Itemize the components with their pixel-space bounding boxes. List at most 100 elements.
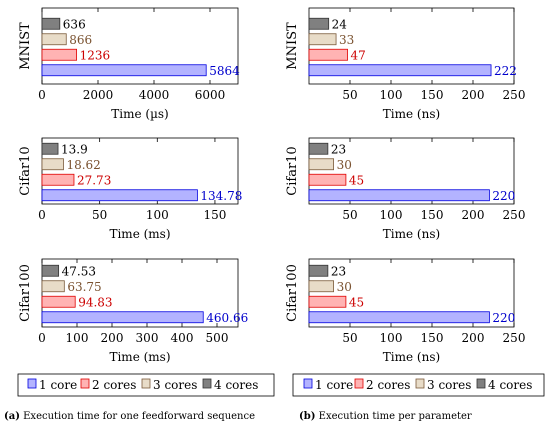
legend-swatch-4-cores bbox=[476, 378, 486, 389]
x-tick-label: 250 bbox=[503, 208, 526, 222]
x-tick-label: 150 bbox=[421, 331, 444, 345]
x-tick-label: 100 bbox=[146, 208, 169, 222]
x-tick-label: 50 bbox=[342, 208, 357, 222]
plot-frame bbox=[308, 7, 515, 85]
bar-3-cores bbox=[308, 280, 335, 293]
bar-1-core bbox=[308, 311, 490, 324]
bar-4-cores bbox=[308, 142, 329, 155]
x-tick-label: 100 bbox=[380, 208, 403, 222]
bar-2-cores bbox=[308, 295, 347, 308]
chart-panel-a-cifar10: 0 50 100 150 Time (ms) Cifar10 134.78 27.7318.6… bbox=[18, 137, 242, 241]
y-axis-label: Cifar10 bbox=[285, 146, 300, 195]
bar-3-cores bbox=[308, 33, 337, 46]
x-tick-label: 200 bbox=[462, 88, 485, 102]
bar-3-cores bbox=[41, 33, 67, 46]
legend-label-1-core: 1 core bbox=[39, 378, 77, 392]
plot-frame bbox=[308, 258, 515, 328]
x-axis-label: Time (ns) bbox=[383, 350, 440, 364]
x-tick-label: 500 bbox=[206, 331, 229, 345]
data-label-3-cores: 30 bbox=[337, 158, 352, 172]
legend-label-4-cores: 4 cores bbox=[488, 378, 532, 392]
bar-3-cores bbox=[41, 158, 64, 171]
data-label-2-cores: 1236 bbox=[80, 48, 111, 62]
plot-frame bbox=[308, 137, 515, 205]
data-label-4-cores: 24 bbox=[332, 17, 348, 31]
bar-4-cores bbox=[308, 17, 330, 30]
data-label-4-cores: 636 bbox=[63, 17, 86, 31]
x-tick-label: 100 bbox=[66, 331, 89, 345]
bar-2-cores bbox=[308, 173, 347, 186]
bar-4-cores bbox=[308, 264, 329, 277]
legend-swatch-2-cores bbox=[354, 378, 364, 389]
data-label-4-cores: 23 bbox=[331, 142, 346, 156]
bar-1-core bbox=[41, 311, 204, 324]
data-label-2-cores: 47 bbox=[351, 48, 366, 62]
plot-frame bbox=[41, 7, 239, 85]
caption-b: (b) Execution time per parameter bbox=[299, 411, 472, 422]
legend-label-2-cores: 2 cores bbox=[366, 378, 410, 392]
chart-panel-a-cifar100: 0 100 200 300 400 500 Time (ms) Cifar100 460.66 9… bbox=[18, 258, 248, 364]
bar-1-core bbox=[41, 189, 198, 202]
bar-2-cores bbox=[41, 48, 78, 61]
data-label-3-cores: 33 bbox=[339, 33, 354, 47]
caption-b-text: Execution time per parameter bbox=[315, 411, 472, 422]
x-tick-label: 250 bbox=[503, 88, 526, 102]
bar-1-core bbox=[308, 64, 492, 77]
x-tick-label: 50 bbox=[342, 331, 357, 345]
legend-label-3-cores: 3 cores bbox=[153, 378, 197, 392]
caption-a-tag: (a) bbox=[4, 411, 20, 422]
x-tick-label: 150 bbox=[203, 208, 226, 222]
x-tick-label: 400 bbox=[171, 331, 194, 345]
bar-1-core bbox=[41, 64, 207, 77]
data-label-1-core: 220 bbox=[492, 311, 515, 325]
x-tick-label: 250 bbox=[503, 331, 526, 345]
x-axis-label: Time (ms) bbox=[109, 227, 170, 241]
bar-4-cores bbox=[41, 17, 61, 30]
x-axis-label: Time (ms) bbox=[109, 350, 170, 364]
x-tick-label: 200 bbox=[462, 208, 485, 222]
data-label-1-core: 460.66 bbox=[206, 311, 248, 325]
bar-1-core bbox=[308, 189, 490, 202]
legend-swatch-3-cores bbox=[141, 378, 151, 389]
caption-a: (a) Execution time for one feedforward s… bbox=[4, 411, 255, 422]
legend-b: 1 core 2 cores 3 cores 4 cores bbox=[292, 373, 545, 397]
legend-swatch-4-cores bbox=[202, 378, 212, 389]
bar-3-cores bbox=[41, 280, 65, 293]
x-tick-label: 100 bbox=[380, 331, 403, 345]
x-tick-label: 0 bbox=[38, 208, 46, 222]
x-axis-label: Time (ns) bbox=[383, 107, 440, 121]
legend-label-1-core: 1 core bbox=[315, 378, 353, 392]
caption-b-tag: (b) bbox=[299, 411, 316, 422]
bar-2-cores bbox=[41, 173, 75, 186]
x-tick-label: 200 bbox=[101, 331, 124, 345]
x-tick-label: 300 bbox=[136, 331, 159, 345]
y-axis-label: Cifar100 bbox=[285, 264, 300, 322]
bar-2-cores bbox=[41, 295, 76, 308]
legend-label-2-cores: 2 cores bbox=[92, 378, 136, 392]
x-tick-label: 50 bbox=[342, 88, 357, 102]
x-tick-label: 150 bbox=[421, 208, 444, 222]
data-label-2-cores: 45 bbox=[349, 295, 364, 309]
x-tick-label: 6000 bbox=[195, 88, 226, 102]
legend-swatch-3-cores bbox=[415, 378, 425, 389]
x-tick-label: 150 bbox=[421, 88, 444, 102]
legend-label-4-cores: 4 cores bbox=[214, 378, 258, 392]
plot-frame bbox=[41, 258, 239, 328]
bar-4-cores bbox=[41, 264, 60, 277]
y-axis-label: Cifar10 bbox=[18, 146, 33, 195]
legend-swatch-1-core bbox=[303, 378, 313, 389]
bar-4-cores bbox=[41, 142, 59, 155]
data-label-3-cores: 866 bbox=[69, 33, 92, 47]
legend-swatch-1-core bbox=[27, 378, 37, 389]
x-axis-label: Time (µs) bbox=[111, 107, 168, 121]
y-axis-label: MNIST bbox=[18, 22, 33, 70]
data-label-2-cores: 45 bbox=[349, 173, 364, 187]
plot-frame bbox=[41, 137, 239, 205]
data-label-3-cores: 18.62 bbox=[66, 158, 100, 172]
data-label-3-cores: 63.75 bbox=[67, 280, 101, 294]
y-axis-label: Cifar100 bbox=[18, 264, 33, 322]
bar-2-cores bbox=[308, 48, 348, 61]
data-label-4-cores: 23 bbox=[331, 264, 346, 278]
